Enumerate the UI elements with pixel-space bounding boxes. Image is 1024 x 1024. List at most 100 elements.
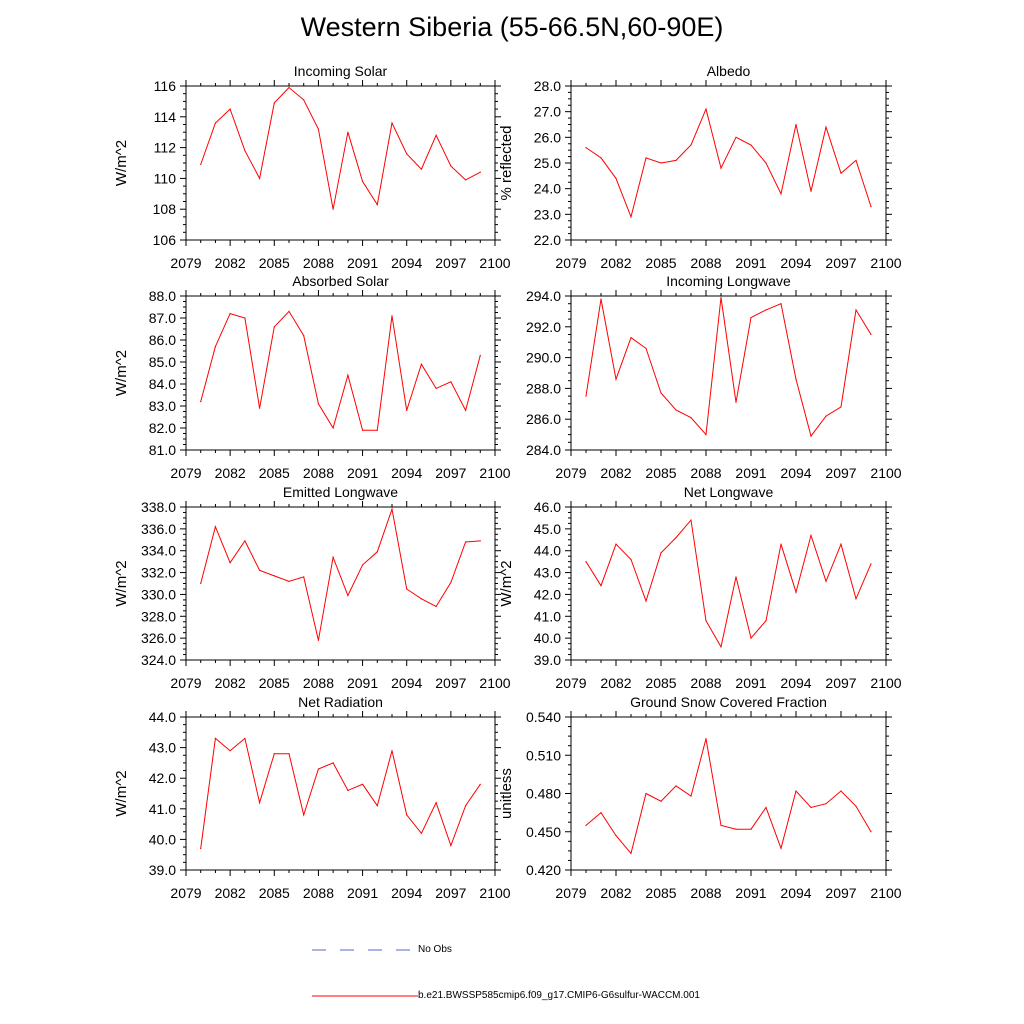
panel-5-ytick-label: 39.0 [534, 652, 561, 668]
panel-5-data-point [600, 585, 602, 587]
panel-0-frame [185, 85, 496, 241]
panel-2-xtick-label: 2100 [479, 465, 510, 481]
panel-2-xtick-label: 2085 [259, 465, 290, 481]
panel-7-ytick-label: 0.540 [526, 709, 561, 725]
panel-1-xtick-label: 2094 [780, 255, 811, 271]
panel-6-xtick-label: 2097 [435, 885, 466, 901]
panel-6-xtick-label: 2082 [215, 885, 246, 901]
panel-7-title: Ground Snow Covered Fraction [630, 694, 827, 710]
panel-6-data-point [376, 805, 378, 807]
panel-2-data-point [464, 409, 467, 411]
panel-6-ytick-label: 42.0 [149, 770, 176, 786]
panel-7-data-point [630, 852, 632, 855]
panel-6-xtick-label: 2100 [479, 885, 510, 901]
panel-1-ytick-label: 23.0 [534, 206, 561, 222]
panel-2-data-point [214, 346, 217, 348]
panel-1-data-point [600, 157, 602, 159]
panel-5-data-point [675, 537, 677, 539]
panel-1-data-point [750, 144, 752, 146]
panel-0-xtick-label: 2088 [303, 255, 334, 271]
panel-6-ytick-label: 44.0 [149, 709, 176, 725]
panel-0-data-point [479, 171, 481, 173]
panel-4-ytick-label: 336.0 [141, 521, 176, 537]
panel-5-data-point [810, 534, 812, 537]
panel-2-data-point [303, 335, 305, 337]
panel-4-data-point [406, 588, 408, 590]
panel-7-ytick-label: 0.420 [526, 862, 561, 878]
panel-3-xtick-label: 2088 [690, 465, 721, 481]
panel-1-data-point [615, 177, 617, 179]
panel-7-data-point [780, 847, 782, 849]
panel-0-data-point [361, 180, 364, 183]
panel-2-data-point [479, 354, 481, 356]
panel-3-xtick-label: 2085 [645, 465, 676, 481]
panel-6-xtick-label: 2091 [347, 885, 378, 901]
panel-1-xtick-label: 2097 [825, 255, 856, 271]
panel-3-data-point [825, 415, 827, 417]
panel-2-data-point [420, 363, 423, 365]
panel-6-ylabel: W/m^2 [113, 770, 130, 816]
panel-7-xtick-label: 2094 [780, 885, 811, 901]
panel-6-data-point [450, 844, 452, 847]
panel-6-xtick-label: 2085 [259, 885, 290, 901]
panel-1: Albedo % reflected 2079 2082 2085 2088 2091 209… [498, 63, 902, 271]
panel-4-xtick-label: 2100 [479, 675, 510, 691]
panel-5-xtick-label: 2079 [555, 675, 586, 691]
legend-model-run-swatch [312, 995, 418, 997]
panel-1-series-line [585, 107, 872, 219]
panel-7-ylabel: unitless [498, 768, 515, 819]
panel-5-data-point [795, 591, 797, 593]
panel-0-xtick-label: 2097 [435, 255, 466, 271]
panel-2-ytick-label: 87.0 [149, 310, 176, 326]
panel-5-title: Net Longwave [684, 484, 774, 500]
panel-4-xtick-label: 2094 [391, 675, 422, 691]
panel-5-data-point [855, 598, 857, 600]
panel-1-data-point [765, 162, 767, 164]
panel-2-ytick-label: 83.0 [149, 398, 176, 414]
panel-7-data-point [705, 738, 707, 740]
panel-0-data-point [200, 163, 202, 166]
panel-3-series-line [585, 297, 872, 438]
panel-4-data-point [361, 564, 364, 566]
panel-3-data-point [810, 435, 812, 437]
panel-7-data-point [765, 806, 767, 809]
panel-1-data-point [585, 147, 587, 149]
panel-3-xtick-label: 2100 [870, 465, 901, 481]
panel-0-data-point [303, 99, 305, 101]
panel-0-ytick-label: 116 [154, 78, 177, 94]
panel-0-data-point [464, 179, 467, 181]
panel-0-data-point [450, 165, 452, 167]
panel-6-frame [185, 716, 496, 871]
panel-3-ytick-label: 294.0 [526, 288, 561, 304]
panel-4-xtick-label: 2097 [435, 675, 466, 691]
panel-7-data-point [825, 803, 827, 805]
panel-6-ytick-label: 41.0 [149, 801, 176, 817]
panel-2-data-point [317, 403, 320, 405]
panel-6-data-point [273, 753, 275, 755]
panel-3-data-point [855, 309, 857, 311]
panel-5-data-point [645, 600, 647, 602]
panel-1-data-point [630, 216, 632, 218]
panel-7-ytick-label: 0.510 [526, 747, 561, 763]
panel-0-ytick-label: 114 [154, 109, 177, 125]
panel-3-data-point [660, 392, 662, 394]
panel-0-data-point [376, 203, 378, 206]
panel-6-data-point [464, 805, 467, 807]
panel-1-ylabel: % reflected [498, 125, 515, 200]
panel-0-data-point [273, 102, 275, 104]
panel-4-xtick-label: 2091 [347, 675, 378, 691]
panel-4-xtick-label: 2085 [259, 675, 290, 691]
panel-5-ytick-label: 44.0 [534, 543, 561, 559]
panel-6-data-point [229, 750, 231, 752]
panel-5-ytick-label: 43.0 [534, 565, 561, 581]
panel-6-ytick-label: 40.0 [149, 831, 176, 847]
panel-1-frame [570, 85, 887, 241]
panel-2-data-point [450, 381, 452, 383]
panel-5-xtick-label: 2091 [735, 675, 766, 691]
panel-7-xtick-label: 2079 [555, 885, 586, 901]
panel-5-data-point [735, 576, 737, 578]
panel-7-xtick-label: 2097 [825, 885, 856, 901]
panel-5-ylabel: W/m^2 [498, 560, 515, 606]
panel-6-data-point [303, 814, 305, 816]
panel-0-xtick-label: 2085 [259, 255, 290, 271]
